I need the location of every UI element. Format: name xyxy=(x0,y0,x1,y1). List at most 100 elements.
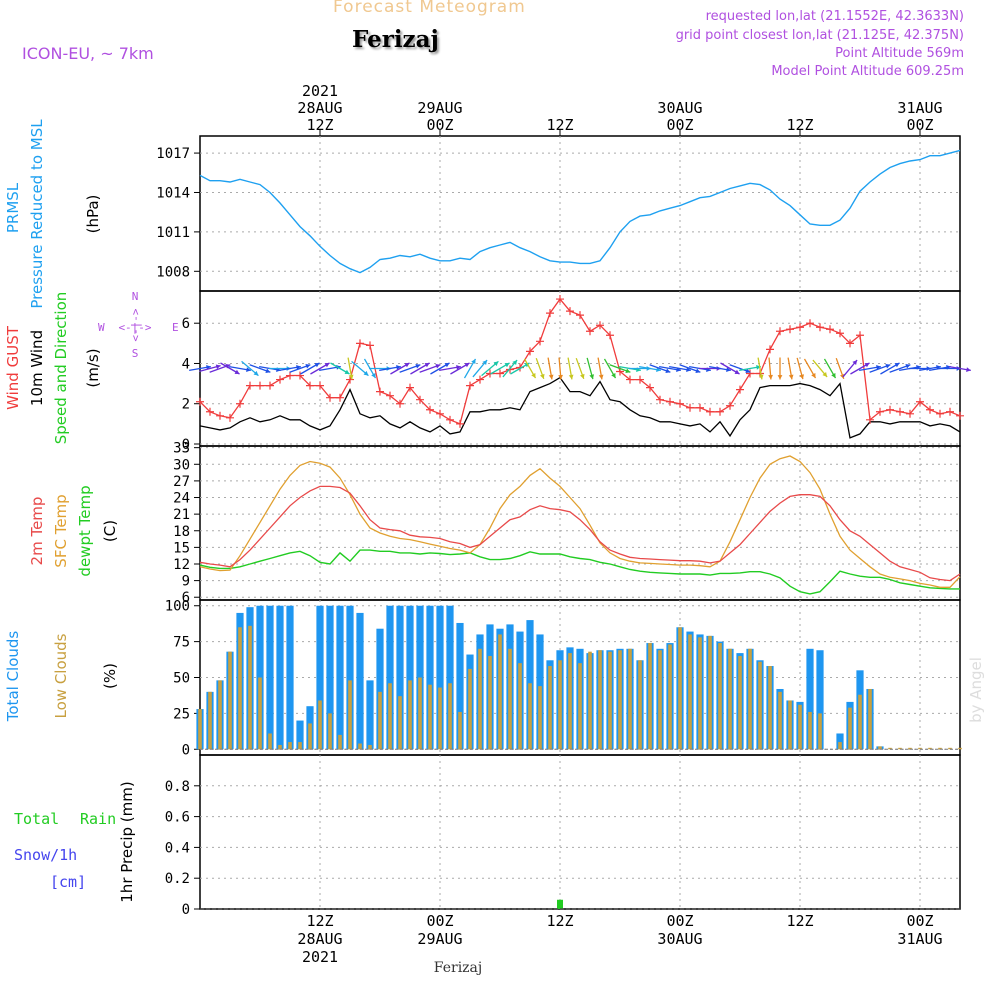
gust-marker xyxy=(556,295,564,304)
wind-arrow xyxy=(439,364,461,372)
low-cloud-bar xyxy=(768,666,772,750)
low-cloud-bar xyxy=(518,663,522,750)
low-cloud-bar xyxy=(898,747,902,750)
gust-marker xyxy=(316,381,324,390)
bottom-time-label: 00Z xyxy=(666,912,693,930)
compass-vertical-arrow: <-|-> xyxy=(129,308,142,341)
gust-marker xyxy=(806,319,814,328)
wind-arrow-head xyxy=(324,363,330,368)
wind-arrow-head xyxy=(598,374,604,380)
total-cloud-bar xyxy=(276,605,284,750)
low-cloud-bar xyxy=(608,651,612,750)
label-2m-temp: 2m Temp xyxy=(28,497,46,566)
low-cloud-bar xyxy=(388,683,392,750)
y-tick-label: 24 xyxy=(173,491,190,507)
gust-marker xyxy=(636,375,644,384)
wind-arrow-head xyxy=(665,368,671,374)
bottom-time-label: 31AUG xyxy=(897,930,942,948)
label-snow: Snow/1h xyxy=(14,846,77,864)
gust-marker xyxy=(486,369,494,378)
wind-arrow-head xyxy=(206,364,211,370)
gust-marker xyxy=(886,405,894,414)
wind-arrow-head xyxy=(524,363,530,368)
low-cloud-bar xyxy=(248,625,252,750)
wind-arrow xyxy=(823,358,837,379)
gust-marker xyxy=(566,307,574,316)
low-cloud-bar xyxy=(338,734,342,750)
gust-marker xyxy=(746,369,754,378)
gust-marker xyxy=(876,407,884,416)
y-tick-label: 0 xyxy=(182,437,190,453)
wind-arrow xyxy=(842,359,858,378)
gridpoint-coords: grid point closest lon,lat (21.125E, 42.… xyxy=(675,28,964,43)
wind-arrow-head xyxy=(726,367,731,373)
gust-marker xyxy=(736,385,744,394)
wind-arrow-head xyxy=(305,363,311,369)
wind-arrow xyxy=(330,362,350,375)
bottom-time-label: 28AUG xyxy=(297,930,342,948)
wind-arrow xyxy=(777,357,783,380)
label-total: Total xyxy=(14,810,59,828)
total-cloud-bar xyxy=(426,605,434,750)
gust-marker xyxy=(226,413,234,422)
bottom-time-label: 30AUG xyxy=(657,930,702,948)
total-cloud-bar xyxy=(816,650,824,750)
gust-marker xyxy=(406,383,414,392)
wind-arrow-head xyxy=(852,360,858,365)
wind-arrow xyxy=(310,362,330,375)
gust-marker xyxy=(576,311,584,320)
wind-arrow-head xyxy=(686,367,691,373)
gust-marker xyxy=(786,325,794,334)
label-percent: (%) xyxy=(101,663,119,689)
low-cloud-bar xyxy=(668,644,672,750)
gust-marker xyxy=(246,381,254,390)
wind-arrow-head xyxy=(215,364,221,370)
low-cloud-bar xyxy=(418,677,422,750)
low-cloud-bar xyxy=(228,651,232,750)
gust-marker xyxy=(946,407,954,416)
gust-marker xyxy=(726,401,734,410)
wind-arrow-head xyxy=(966,367,971,373)
wind-arrow xyxy=(450,362,470,375)
gust-marker xyxy=(536,337,544,346)
compass-s: S xyxy=(132,347,139,360)
low-cloud-bar xyxy=(858,694,862,750)
wind-arrow xyxy=(889,363,911,373)
low-cloud-bar xyxy=(598,650,602,750)
low-cloud-bar xyxy=(748,648,752,750)
label-total-clouds: Total Clouds xyxy=(4,631,22,723)
wind-arrow xyxy=(919,364,941,372)
footer-location: Ferizaj xyxy=(434,960,482,976)
low-cloud-bar xyxy=(888,747,892,750)
low-cloud-bar xyxy=(278,744,282,750)
wind-arrow-head xyxy=(265,368,271,374)
panel-frame-5 xyxy=(199,754,961,910)
gust-marker xyxy=(776,327,784,336)
y-tick-label: 18 xyxy=(173,524,190,540)
wind-arrow xyxy=(835,357,845,380)
top-time-label: 00Z xyxy=(666,116,693,134)
y-tick-label: 12 xyxy=(173,557,190,573)
gust-marker xyxy=(466,381,474,390)
total-cloud-bar xyxy=(356,612,364,750)
wind-arrow-head xyxy=(864,363,870,368)
wind-arrow-head xyxy=(568,374,574,380)
y-tick-label: 2 xyxy=(182,397,190,413)
low-cloud-bar xyxy=(788,700,792,750)
wind-arrow xyxy=(558,357,563,380)
y-tick-label: 1008 xyxy=(156,264,190,280)
wind-arrow xyxy=(547,357,554,380)
wind-arrow-head xyxy=(905,363,911,369)
wind-arrow-head xyxy=(296,364,301,370)
total-cloud-bar xyxy=(396,605,404,750)
wind-arrow xyxy=(249,364,271,374)
wind-arrow xyxy=(410,362,430,375)
total-cloud-bar xyxy=(266,605,274,750)
gust-marker xyxy=(196,397,204,406)
gust-marker xyxy=(716,407,724,416)
wind-arrow-head xyxy=(246,367,251,373)
wind-arrow xyxy=(709,365,731,373)
wind-arrow-head xyxy=(656,367,661,373)
y-tick-label: 33 xyxy=(173,441,190,457)
